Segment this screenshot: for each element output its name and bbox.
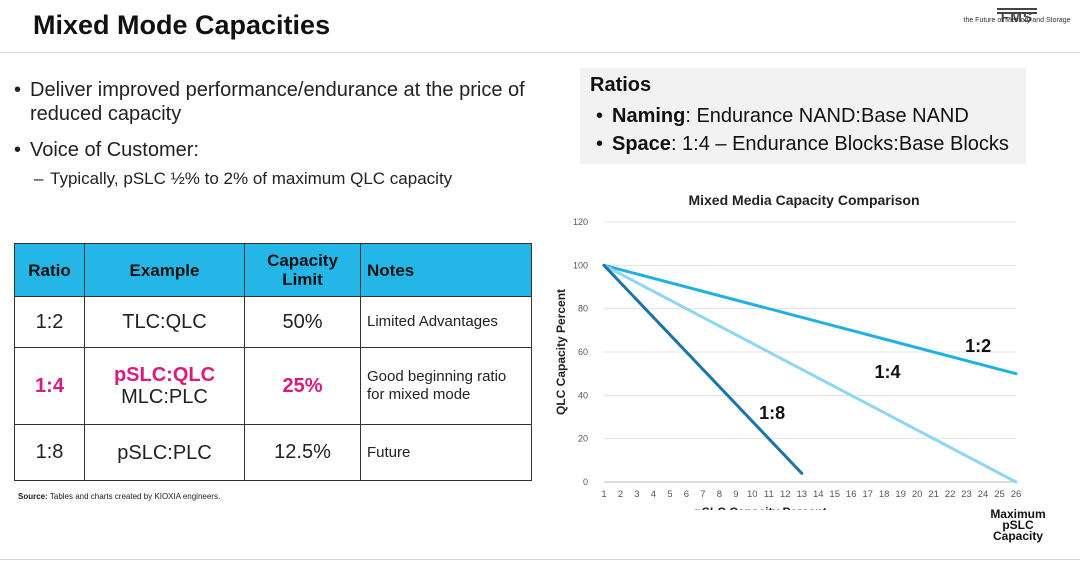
x-tick-label: 25 <box>994 489 1005 500</box>
series-line-1-2 <box>602 263 1018 376</box>
cell-capacity: 50% <box>244 296 361 348</box>
sub-bullet-dash: – <box>34 169 44 188</box>
x-tick-label: 11 <box>764 489 774 500</box>
y-tick-label: 0 <box>583 477 588 487</box>
table-row: 1:4 pSLC:QLC MLC:PLC 25% Good beginning … <box>14 347 532 425</box>
ratio-text: : Endurance NAND:Base NAND <box>685 105 969 127</box>
x-tick-label: 4 <box>651 489 656 500</box>
source-label: Source: <box>18 492 48 501</box>
x-tick-label: 26 <box>1011 489 1022 500</box>
bullet-dot: • <box>596 105 604 127</box>
capacity-comparison-chart: Mixed Media Capacity Comparison 0 20 40 60 80… <box>554 192 1022 510</box>
cell-notes: Limited Advantages <box>360 296 532 348</box>
x-tick-label: 3 <box>634 489 639 500</box>
x-tick-label: 15 <box>829 489 840 500</box>
series-annotation: 1:4 <box>874 362 900 382</box>
header-capacity-limit: Capacity Limit <box>244 243 361 297</box>
page-title: Mixed Mode Capacities <box>33 10 331 40</box>
y-axis-label: QLC Capacity Percent <box>554 289 568 415</box>
ratios-panel: Ratios • Naming: Endurance NAND:Base NAN… <box>580 68 1026 164</box>
header-notes: Notes <box>360 243 532 297</box>
ratio-item-naming: • Naming: Endurance NAND:Base NAND <box>596 102 1016 130</box>
series-annotation: 1:8 <box>759 403 785 423</box>
bullet-text: Deliver improved performance/endurance a… <box>30 79 525 125</box>
x-tick-label: 1 <box>601 489 606 500</box>
cell-notes: Future <box>360 424 532 481</box>
ratio-term: Naming <box>612 105 686 127</box>
x-tick-label: 19 <box>895 489 906 500</box>
logo-mark: FMS <box>962 8 1072 24</box>
bullet-text: Voice of Customer: <box>30 139 199 161</box>
series-line-1-8 <box>602 263 804 475</box>
cell-example: TLC:QLC <box>84 296 245 348</box>
example-line: TLC:QLC <box>122 311 207 333</box>
table-row: 1:8 pSLC:PLC 12.5% Future <box>14 424 532 481</box>
bullet-dot: • <box>14 139 22 161</box>
header-example: Example <box>84 243 245 297</box>
capacity-table: Ratio Example Capacity Limit Notes 1:2 T… <box>14 243 532 481</box>
ratio-term: Space <box>612 133 671 155</box>
x-tick-label: 17 <box>862 489 873 500</box>
cell-ratio: 1:8 <box>14 424 85 481</box>
bullet-dot: • <box>596 133 604 155</box>
y-tick-label: 120 <box>573 217 588 227</box>
x-tick-label: 16 <box>846 489 857 500</box>
y-tick-label: 60 <box>578 347 588 357</box>
cell-capacity: 12.5% <box>244 424 361 481</box>
sub-bullet-text: Typically, pSLC ½% to 2% of maximum QLC … <box>50 169 453 188</box>
x-tick-label: 12 <box>780 489 791 500</box>
example-line-highlight: pSLC:QLC <box>113 364 216 386</box>
x-tick-label: 8 <box>717 489 722 500</box>
x-tick-label: 20 <box>912 489 923 500</box>
bullet-item: • Voice of Customer: <box>14 138 554 162</box>
footer-divider <box>0 559 1080 560</box>
x-tick-label: 14 <box>813 489 824 500</box>
logo-tagline: the Future of Memory and Storage <box>963 17 1071 24</box>
x-tick-label: 10 <box>747 489 758 500</box>
source-note: Source: Tables and charts created by KIO… <box>18 492 220 501</box>
cell-ratio: 1:2 <box>14 296 85 348</box>
x-tick-label: 5 <box>667 489 672 500</box>
y-tick-label: 80 <box>578 304 588 314</box>
x-tick-label: 7 <box>700 489 705 500</box>
x-axis-label: pSLC Capacity Percent <box>695 505 827 510</box>
y-tick-label: 40 <box>578 390 588 400</box>
bullet-dot: • <box>14 79 22 101</box>
ratios-title: Ratios <box>590 74 652 96</box>
y-tick-label: 20 <box>578 434 588 444</box>
y-tick-label: 100 <box>573 260 588 270</box>
cell-ratio: 1:4 <box>14 347 85 425</box>
x-tick-label: 22 <box>945 489 956 500</box>
header-ratio: Ratio <box>14 243 85 297</box>
ratio-text: : 1:4 – Endurance Blocks:Base Blocks <box>670 133 1009 155</box>
x-tick-label: 21 <box>928 489 939 500</box>
example-line: MLC:PLC <box>121 386 208 408</box>
cell-capacity: 25% <box>244 347 361 425</box>
series-annotation: 1:2 <box>965 336 991 356</box>
sub-bullet-item: – Typically, pSLC ½% to 2% of maximum QL… <box>34 168 554 190</box>
max-pslc-capacity-label: Maximum pSLC Capacity <box>990 507 1046 543</box>
x-tick-label: 9 <box>733 489 738 500</box>
x-tick-label: 13 <box>796 489 807 500</box>
fms-logo: FMS the Future of Memory and Storage <box>962 8 1072 24</box>
table-header-row: Ratio Example Capacity Limit Notes <box>14 243 532 297</box>
x-tick-label: 2 <box>618 489 623 500</box>
x-tick-label: 6 <box>684 489 689 500</box>
cell-example: pSLC:PLC <box>84 424 245 481</box>
series-line-1-4 <box>602 263 1018 484</box>
header-divider <box>0 52 1080 53</box>
cell-notes: Good beginning ratio for mixed mode <box>360 347 532 425</box>
x-tick-label: 18 <box>879 489 890 500</box>
table-row: 1:2 TLC:QLC 50% Limited Advantages <box>14 296 532 348</box>
bullet-list: • Deliver improved performance/endurance… <box>14 78 554 190</box>
x-tick-label: 23 <box>961 489 972 500</box>
bullet-item: • Deliver improved performance/endurance… <box>14 78 554 126</box>
x-tick-label: 24 <box>978 489 989 500</box>
ratio-item-space: • Space: 1:4 – Endurance Blocks:Base Blo… <box>596 130 1016 158</box>
source-text: Tables and charts created by KIOXIA engi… <box>47 492 221 501</box>
example-line: pSLC:PLC <box>117 441 212 464</box>
cell-example: pSLC:QLC MLC:PLC <box>84 347 245 425</box>
chart-title: Mixed Media Capacity Comparison <box>688 192 919 208</box>
